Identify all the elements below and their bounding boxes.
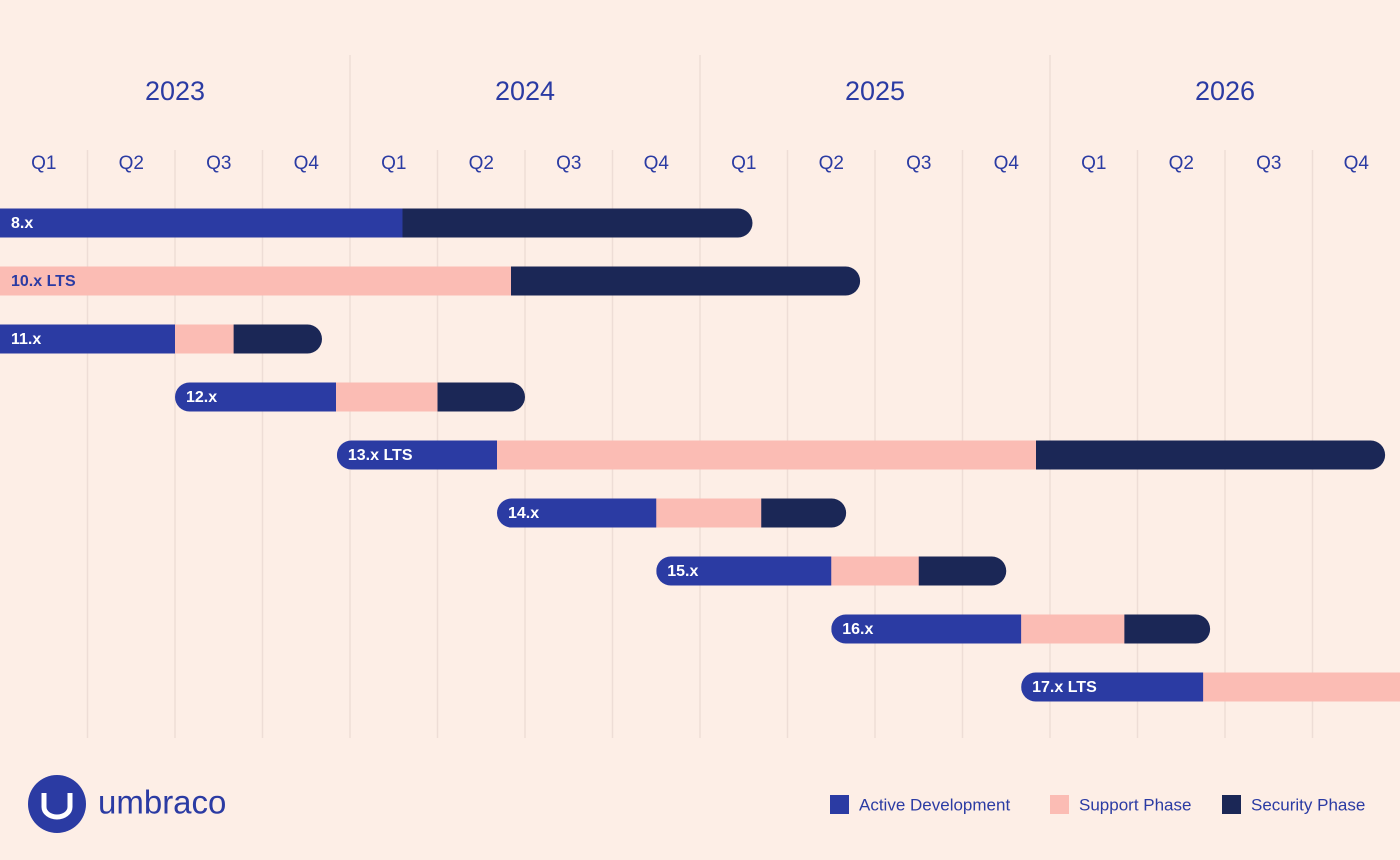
task-bar [336, 440, 1386, 470]
task-bar [175, 382, 525, 412]
quarter-label: Q3 [906, 153, 931, 174]
legend-label: Security Phase [1251, 795, 1365, 814]
phase-segment [175, 324, 235, 354]
quarter-label: Q1 [1081, 153, 1106, 174]
phase-segment [1021, 672, 1204, 702]
legend-swatch [830, 795, 849, 814]
phase-segment [336, 440, 498, 470]
legend-swatch [1050, 795, 1069, 814]
year-label: 2024 [495, 76, 555, 106]
quarter-label: Q3 [206, 153, 231, 174]
task-label: 14.x [508, 505, 539, 522]
year-label: 2025 [845, 76, 905, 106]
phase-segment [1203, 672, 1400, 702]
phase-segment [831, 614, 1022, 644]
logo-circle [28, 775, 86, 833]
phase-segment [1124, 614, 1211, 644]
task-label: 16.x [842, 621, 873, 638]
phase-segment [656, 556, 832, 586]
brand-name: umbraco [98, 784, 226, 821]
phase-segment [437, 382, 525, 412]
phase-segment [656, 498, 762, 528]
quarter-label: Q4 [994, 153, 1020, 174]
phase-segment [0, 266, 512, 296]
quarter-label: Q2 [819, 153, 844, 174]
quarter-label: Q3 [1256, 153, 1281, 174]
quarter-label: Q1 [381, 153, 406, 174]
legend-label: Support Phase [1079, 795, 1191, 814]
logo: umbraco [28, 775, 226, 833]
legend-swatch [1222, 795, 1241, 814]
quarter-label: Q3 [556, 153, 581, 174]
phase-segment [1021, 614, 1125, 644]
task-bar [0, 324, 322, 354]
quarter-label: Q1 [31, 153, 56, 174]
phase-segment [497, 498, 657, 528]
phase-segment [761, 498, 847, 528]
legend: Active Development Support Phase Security … [830, 795, 1365, 814]
task-label: 8.x [11, 215, 33, 232]
phase-segment [336, 382, 438, 412]
phase-segment [918, 556, 1007, 586]
quarter-label: Q2 [1169, 153, 1194, 174]
phase-segment [402, 208, 753, 238]
task-label: 11.x [11, 331, 41, 348]
task-bar [656, 556, 1007, 586]
phase-segment [1036, 440, 1386, 470]
quarter-label: Q4 [644, 153, 670, 174]
phase-segment [511, 266, 861, 296]
task-label: 15.x [667, 563, 698, 580]
year-label: 2023 [145, 76, 205, 106]
phase-segment [0, 324, 176, 354]
task-label: 17.x LTS [1032, 679, 1097, 696]
quarter-label: Q1 [731, 153, 756, 174]
phase-segment [233, 324, 322, 354]
phase-segment [175, 382, 337, 412]
quarter-label: Q2 [469, 153, 494, 174]
phase-segment [831, 556, 920, 586]
quarter-label: Q4 [1344, 153, 1370, 174]
task-bar [0, 208, 753, 238]
logo-u [41, 793, 73, 820]
quarter-label: Q4 [294, 153, 320, 174]
header: Q1 Q2 Q3 Q4 Q1 Q2 Q3 Q4 Q1 Q2 Q3 Q4 Q1 Q2 Q3 Q4 2023 2024… [31, 76, 1369, 174]
task-bar [497, 498, 847, 528]
task-label: 13.x LTS [348, 447, 413, 464]
task-bar [1021, 672, 1400, 702]
bars: 8.x 10.x LTS 11.x 12.x 13.x LTS 14.x 15.x 16.x 1… [0, 208, 1400, 702]
task-label: 12.x [186, 389, 217, 406]
quarter-label: Q2 [119, 153, 144, 174]
year-label: 2026 [1195, 76, 1255, 106]
task-bar [831, 614, 1211, 644]
legend-label: Active Development [859, 795, 1010, 814]
task-bar [0, 266, 861, 296]
phase-segment [0, 208, 403, 238]
task-label: 10.x LTS [11, 273, 76, 290]
phase-segment [497, 440, 1037, 470]
